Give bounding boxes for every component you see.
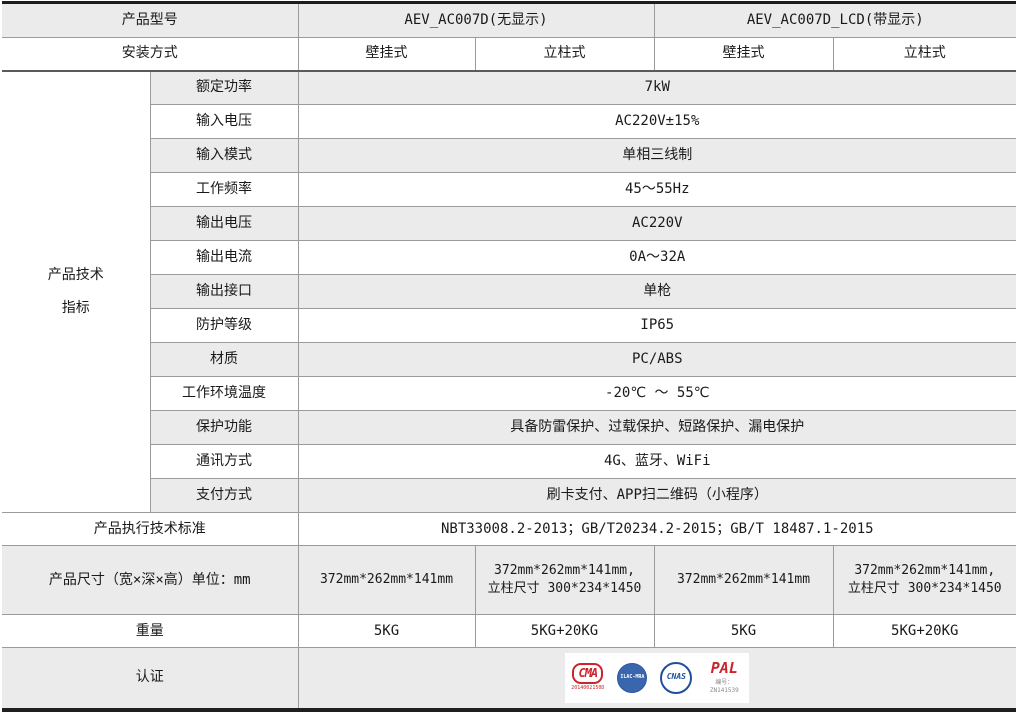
size-line: 立柱尺寸 300*234*1450 xyxy=(487,581,642,596)
product-spec-table: 产品型号 AEV_AC007D(无显示) AEV_AC007D_LCD(带显示)… xyxy=(2,1,1017,712)
spec-label: 保护功能 xyxy=(150,410,299,445)
row-product-size: 产品尺寸（宽×深×高）单位：mm 372mm*262mm*141mm 372mm… xyxy=(2,545,1017,615)
model-no-display: AEV_AC007D(无显示) xyxy=(297,2,655,38)
size-value-4: 372mm*262mm*141mm, 立柱尺寸 300*234*1450 xyxy=(832,545,1017,615)
spec-row-material: 材质 PC/ABS xyxy=(2,342,1017,377)
certification-label: 认证 xyxy=(2,647,299,710)
certification-logos-cell: CMA 2014002150D ILAC-MRA CNAS PAL 编号：ZN1… xyxy=(297,647,1017,710)
install-col-4: 立柱式 xyxy=(832,37,1017,72)
size-line: 372mm*262mm*141mm, xyxy=(854,563,996,579)
product-model-label: 产品型号 xyxy=(2,2,299,38)
size-line: 立柱尺寸 300*234*1450 xyxy=(847,581,1002,596)
spec-label: 工作频率 xyxy=(150,172,299,207)
model-lcd-display: AEV_AC007D_LCD(带显示) xyxy=(653,2,1017,38)
spec-label: 输入模式 xyxy=(150,138,299,173)
spec-label: 工作环境温度 xyxy=(150,376,299,411)
spec-row-input-mode: 输入模式 单相三线制 xyxy=(2,138,1017,173)
spec-label: 额定功率 xyxy=(149,70,299,105)
weight-value-4: 5KG+20KG xyxy=(832,614,1017,648)
spec-value: AC220V xyxy=(297,206,1017,241)
spec-label: 输入电压 xyxy=(150,104,299,139)
row-install-type: 安装方式 壁挂式 立柱式 壁挂式 立柱式 xyxy=(2,37,1017,72)
spec-label: 材质 xyxy=(150,342,299,377)
cnas-mark: CNAS xyxy=(660,661,693,694)
group-label-line2: 指标 xyxy=(61,299,90,316)
cma-number: 2014002150D xyxy=(571,685,605,692)
spec-value: IP65 xyxy=(297,308,1017,343)
spec-value: 0A～32A xyxy=(297,240,1017,275)
weight-label: 重量 xyxy=(2,614,299,648)
size-line: 372mm*262mm*141mm, xyxy=(494,563,635,579)
spec-row-output-interface: 输出接口 单枪 xyxy=(2,274,1017,309)
pal-mark: PAL xyxy=(710,658,738,677)
row-weight: 重量 5KG 5KG+20KG 5KG 5KG+20KG xyxy=(2,614,1017,648)
group-label-line1: 产品技术 xyxy=(47,266,104,283)
product-size-label: 产品尺寸（宽×深×高）单位：mm xyxy=(2,545,299,615)
spec-value: 45～55Hz xyxy=(297,172,1017,207)
spec-value: PC/ABS xyxy=(297,342,1017,377)
row-product-model: 产品型号 AEV_AC007D(无显示) AEV_AC007D_LCD(带显示) xyxy=(2,2,1017,38)
spec-row-operating-temperature: 工作环境温度 -20℃ ～ 55℃ xyxy=(2,376,1017,411)
spec-value: AC220V±15% xyxy=(297,104,1017,139)
row-technical-standard: 产品执行技术标准 NBT33008.2-2013；GB/T20234.2-201… xyxy=(2,512,1017,546)
spec-row-ingress-protection: 防护等级 IP65 xyxy=(2,308,1017,343)
size-value-1: 372mm*262mm*141mm xyxy=(297,545,476,615)
pal-certification-icon: PAL 编号：ZN141539 xyxy=(705,658,743,695)
weight-value-3: 5KG xyxy=(653,614,834,648)
spec-value: 单枪 xyxy=(297,274,1017,309)
weight-value-1: 5KG xyxy=(297,614,476,648)
cnas-certification-icon: CNAS xyxy=(660,661,693,694)
spec-label: 防护等级 xyxy=(150,308,299,343)
technical-standard-value: NBT33008.2-2013；GB/T20234.2-2015；GB/T 18… xyxy=(297,512,1017,546)
install-type-label: 安装方式 xyxy=(2,37,299,72)
ilac-mra-certification-icon: ILAC-MRA xyxy=(617,662,648,693)
size-value-2: 372mm*262mm*141mm, 立柱尺寸 300*234*1450 xyxy=(474,545,655,615)
spec-row-working-frequency: 工作频率 45～55Hz xyxy=(2,172,1017,207)
spec-row-communication: 通讯方式 4G、蓝牙、WiFi xyxy=(2,444,1017,479)
spec-value: 单相三线制 xyxy=(297,138,1017,173)
cma-mark: CMA xyxy=(572,663,604,685)
tech-spec-group-label: 产品技术 指标 xyxy=(2,70,151,513)
cma-certification-icon: CMA 2014002150D xyxy=(571,663,604,692)
spec-value: 具备防雷保护、过载保护、短路保护、漏电保护 xyxy=(297,410,1017,445)
install-col-1: 壁挂式 xyxy=(297,37,476,72)
spec-label: 输出电压 xyxy=(150,206,299,241)
install-col-3: 壁挂式 xyxy=(653,37,834,72)
spec-row-output-voltage: 输出电压 AC220V xyxy=(2,206,1017,241)
spec-row-protection-functions: 保护功能 具备防雷保护、过载保护、短路保护、漏电保护 xyxy=(2,410,1017,445)
spec-label: 支付方式 xyxy=(150,478,299,513)
spec-value: 刷卡支付、APP扫二维码（小程序） xyxy=(297,478,1017,513)
spec-row-output-current: 输出电流 0A～32A xyxy=(2,240,1017,275)
size-line: 372mm*262mm*141mm xyxy=(676,572,811,588)
technical-standard-label: 产品执行技术标准 xyxy=(2,512,299,546)
spec-label: 输出接口 xyxy=(150,274,299,309)
weight-value-2: 5KG+20KG xyxy=(474,614,655,648)
size-line: 372mm*262mm*141mm xyxy=(319,572,454,588)
row-certification: 认证 CMA 2014002150D ILAC-MRA CNAS PAL 编号：… xyxy=(2,647,1017,710)
spec-value: 4G、蓝牙、WiFi xyxy=(297,444,1017,479)
install-col-2: 立柱式 xyxy=(474,37,655,72)
spec-row-input-voltage: 输入电压 AC220V±15% xyxy=(2,104,1017,139)
ilac-mark: ILAC-MRA xyxy=(617,662,648,693)
spec-label: 通讯方式 xyxy=(150,444,299,479)
size-value-3: 372mm*262mm*141mm xyxy=(653,545,834,615)
certification-logo-strip: CMA 2014002150D ILAC-MRA CNAS PAL 编号：ZN1… xyxy=(565,652,750,703)
spec-row-rated-power: 产品技术 指标 额定功率 7kW xyxy=(2,70,1017,513)
spec-value: -20℃ ～ 55℃ xyxy=(297,376,1017,411)
spec-value: 7kW xyxy=(297,70,1017,105)
spec-row-payment: 支付方式 刷卡支付、APP扫二维码（小程序） xyxy=(2,478,1017,513)
spec-label: 输出电流 xyxy=(150,240,299,275)
pal-number: 编号：ZN141539 xyxy=(709,678,739,694)
